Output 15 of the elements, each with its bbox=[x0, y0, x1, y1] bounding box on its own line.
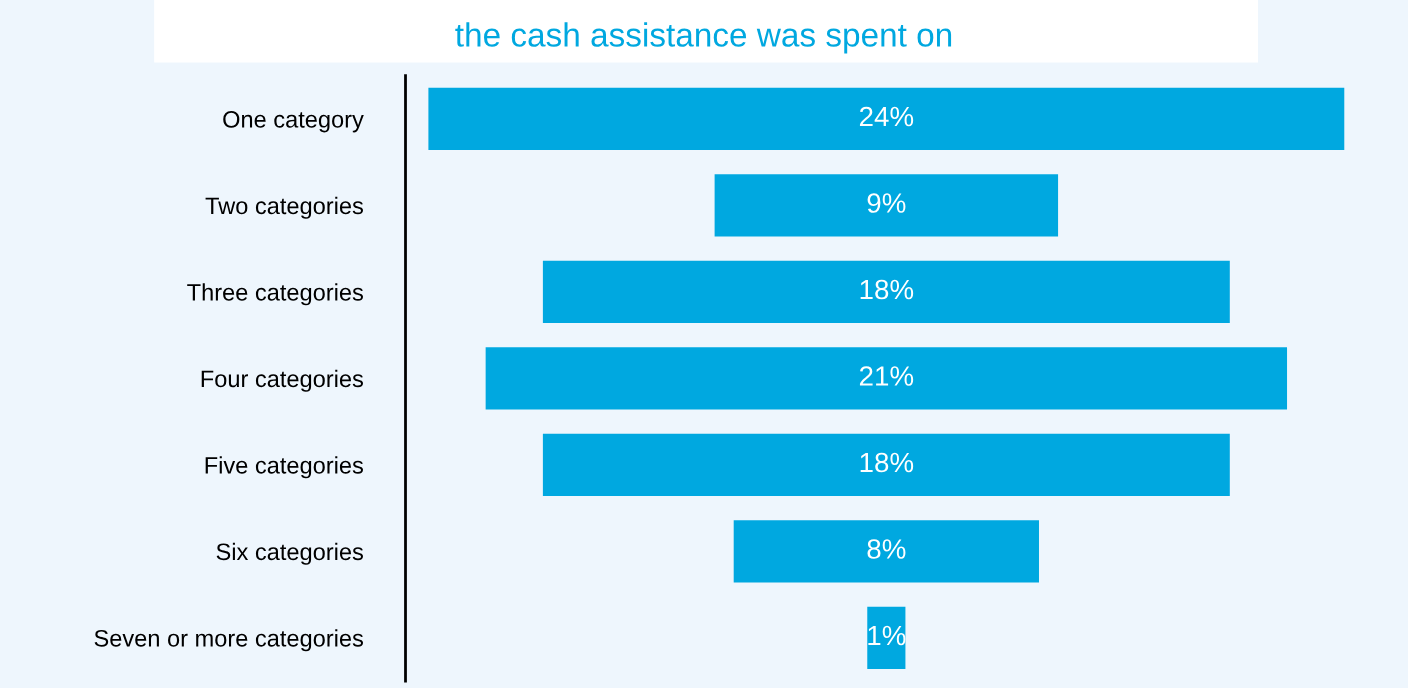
text: the cash assistance was spent on bbox=[455, 22, 952, 54]
data-label: 9% bbox=[867, 193, 906, 213]
category-label: Six categories bbox=[216, 542, 363, 565]
category-label: Four categories bbox=[201, 369, 363, 392]
data-label: 1% bbox=[868, 625, 906, 646]
data-label: 18% bbox=[860, 452, 914, 473]
data-label: 18% bbox=[860, 279, 914, 300]
category-label: Five categories bbox=[205, 456, 363, 479]
category-label: One category bbox=[223, 110, 364, 133]
category-label: Seven or more categories bbox=[94, 629, 363, 652]
category-label: Two categories bbox=[205, 196, 363, 219]
data-label: 21% bbox=[859, 366, 914, 386]
category-label: Three categories bbox=[187, 283, 363, 306]
data-label: 24% bbox=[859, 106, 914, 127]
data-label: 8% bbox=[867, 539, 906, 559]
